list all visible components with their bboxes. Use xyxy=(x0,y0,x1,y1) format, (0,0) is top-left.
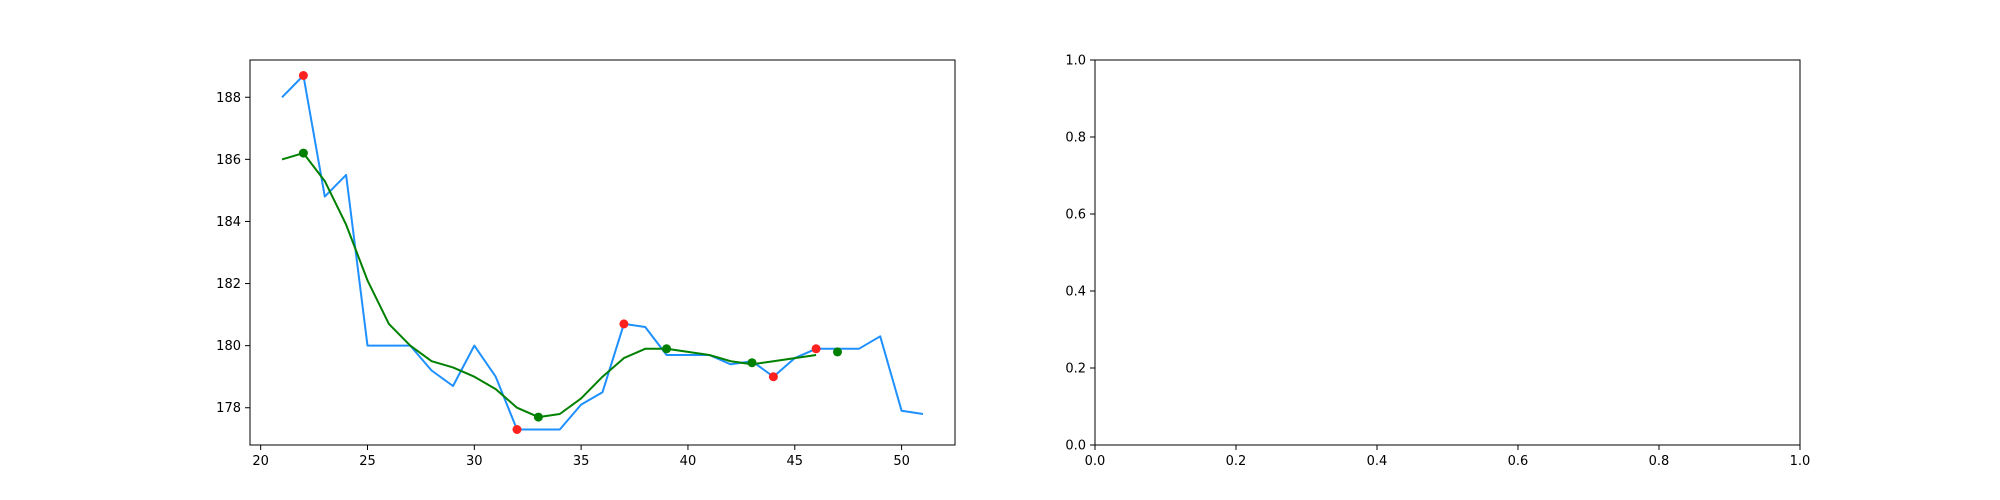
x-tick-label: 0.0 xyxy=(1085,454,1106,469)
data-point-marker xyxy=(298,148,308,158)
x-tick-label: 0.4 xyxy=(1367,454,1388,469)
y-tick-label: 0.4 xyxy=(1065,285,1086,300)
x-tick-label: 1.0 xyxy=(1790,454,1811,469)
right-axes: 0.0 0.2 0.4 0.6 0.8 1.0 0.0 0.2 0.4 0.6 0.8 1.0 xyxy=(1065,54,1810,470)
x-tick-label: 20 xyxy=(252,454,269,469)
data-point-marker xyxy=(833,347,842,357)
data-point-marker xyxy=(533,412,543,422)
x-tick-label: 50 xyxy=(893,454,910,469)
data-point-marker xyxy=(768,372,778,382)
x-tick-label: 40 xyxy=(680,454,697,469)
left-plot-marks xyxy=(281,71,924,434)
x-tick-label: 0.8 xyxy=(1649,454,1670,469)
y-tick-label: 188 xyxy=(216,91,241,106)
x-tick-label: 35 xyxy=(573,454,590,469)
x-tick-label: 0.6 xyxy=(1508,454,1529,469)
left-axes: 20 25 30 35 40 45 50 178 180 182 184 186 188 xyxy=(216,59,956,469)
y-tick-label: 0.2 xyxy=(1065,362,1086,377)
y-tick-label: 0.0 xyxy=(1065,439,1086,454)
left-axes-ticks: 20 25 30 35 40 45 50 178 180 182 184 186 188 xyxy=(216,91,910,469)
x-tick-label: 0.2 xyxy=(1226,454,1247,469)
data-point-marker xyxy=(662,344,672,354)
data-point-marker xyxy=(298,71,308,80)
x-tick-label: 25 xyxy=(359,454,376,469)
right-axes-frame xyxy=(1094,59,1801,446)
data-point-marker xyxy=(811,344,821,354)
left-axes-frame xyxy=(249,59,956,446)
y-tick-label: 184 xyxy=(216,215,241,230)
x-tick-label: 30 xyxy=(466,454,483,469)
series-line-1 xyxy=(281,152,817,419)
data-point-marker xyxy=(747,358,757,368)
data-point-marker xyxy=(512,425,522,434)
y-tick-label: 182 xyxy=(216,277,241,292)
x-tick-label: 45 xyxy=(786,454,803,469)
right-axes-ticks: 0.0 0.2 0.4 0.6 0.8 1.0 0.0 0.2 0.4 0.6 0.8 1.0 xyxy=(1065,54,1810,470)
data-point-marker xyxy=(619,319,629,329)
y-tick-label: 0.8 xyxy=(1065,131,1086,146)
y-tick-label: 1.0 xyxy=(1065,54,1086,69)
y-tick-label: 180 xyxy=(216,339,241,354)
y-tick-label: 186 xyxy=(216,153,241,168)
y-tick-label: 0.6 xyxy=(1065,208,1086,223)
y-tick-label: 178 xyxy=(216,401,241,416)
